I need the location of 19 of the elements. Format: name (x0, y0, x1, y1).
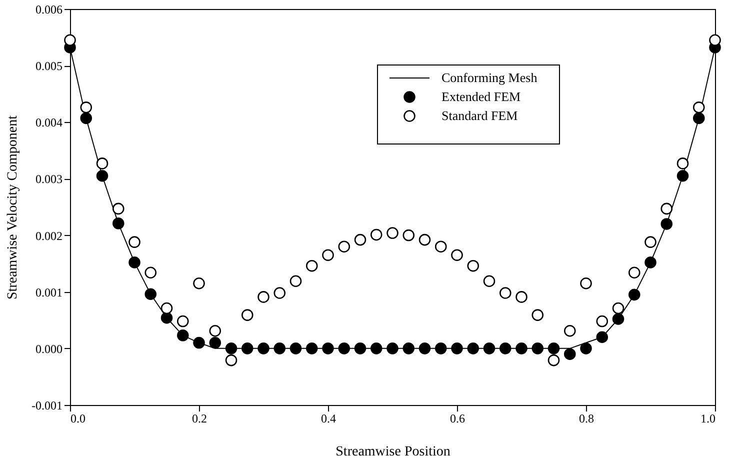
y-tick-label: 0.005 (36, 59, 62, 74)
x-tick-label: 0.0 (70, 412, 86, 426)
x-tick-label: 1.0 (700, 412, 716, 426)
legend-label: Standard FEM (442, 108, 518, 123)
x-tick-label: 0.6 (450, 412, 465, 426)
y-tick-label: -0.001 (32, 398, 62, 412)
x-tick-label: 0.8 (579, 412, 594, 426)
x-tick-label: 0.4 (321, 412, 336, 426)
y-tick-label: 0.003 (36, 172, 62, 186)
legend-label: Conforming Mesh (442, 70, 538, 85)
y-tick-label: 0.001 (36, 285, 62, 300)
x-tick-label: 0.2 (192, 412, 207, 426)
y-tick-label: 0.004 (36, 116, 62, 130)
legend-label: Extended FEM (442, 89, 522, 104)
y-tick-label: 0.006 (36, 2, 62, 16)
y-axis-title: Streamwise Velocity Component (6, 115, 21, 300)
y-tick-label: 0.000 (36, 342, 62, 356)
x-axis-title: Streamwise Position (336, 444, 450, 460)
y-tick-label: 0.002 (36, 228, 62, 243)
